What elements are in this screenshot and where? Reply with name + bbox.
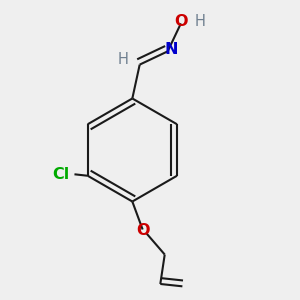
Text: N: N [165,42,178,57]
Text: H: H [195,14,206,29]
Text: H: H [118,52,129,67]
Text: O: O [174,14,188,29]
Text: Cl: Cl [52,167,70,182]
Text: O: O [136,223,150,238]
